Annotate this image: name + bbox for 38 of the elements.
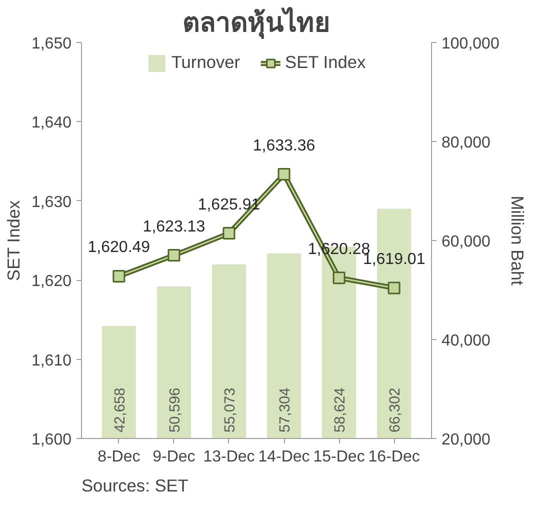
chart-title: ตลาดหุ้นไทย <box>182 6 330 40</box>
data-label: 66,302 <box>388 388 404 432</box>
point <box>168 249 180 262</box>
x-tick-label: 15-Dec <box>313 448 365 466</box>
point <box>388 282 400 294</box>
data-label: 50,596 <box>167 388 184 432</box>
data-label: 55,073 <box>222 388 238 432</box>
y-tick-label: 1,600 <box>31 432 72 448</box>
data-label: 42,658 <box>112 388 128 432</box>
x-tick-label: 8-Dec <box>98 448 140 466</box>
legend-label: SET Index <box>285 52 366 73</box>
x-tick-label: 9-Dec <box>152 448 196 466</box>
x-tick-label: 14-Dec <box>258 448 310 466</box>
y-tick-label: 1,650 <box>31 36 72 52</box>
point <box>112 270 126 282</box>
data-label: 57,304 <box>278 388 294 432</box>
y2-axis-title: Million Baht <box>507 196 528 286</box>
y2-tick-label: 100,000 <box>442 36 500 52</box>
x-tick-label: 16-Dec <box>368 448 420 466</box>
point <box>278 168 290 181</box>
data-label: 1,620.49 <box>88 239 150 256</box>
y-tick-label: 1,620 <box>31 273 72 290</box>
legend-label: Turnover <box>171 52 240 73</box>
data-label: 1,623.13 <box>142 218 206 236</box>
source-note: Sources: SET <box>82 476 189 496</box>
data-label: 58,624 <box>332 388 349 432</box>
y-tick-label: 1,610 <box>31 352 72 370</box>
y2-tick-label: 40,000 <box>442 332 491 350</box>
y-tick-label: 1,630 <box>31 194 72 211</box>
point <box>332 272 346 284</box>
y-tick-label: 1,640 <box>31 114 72 132</box>
y2-tick-label: 20,000 <box>442 432 491 448</box>
x-tick-label: 13-Dec <box>203 448 255 466</box>
point <box>222 227 236 240</box>
y2-tick-label: 80,000 <box>442 134 491 152</box>
data-label: 1,633.36 <box>252 137 316 154</box>
y-axis-title: SET Index <box>3 200 24 281</box>
y2-tick-label: 60,000 <box>442 234 491 250</box>
